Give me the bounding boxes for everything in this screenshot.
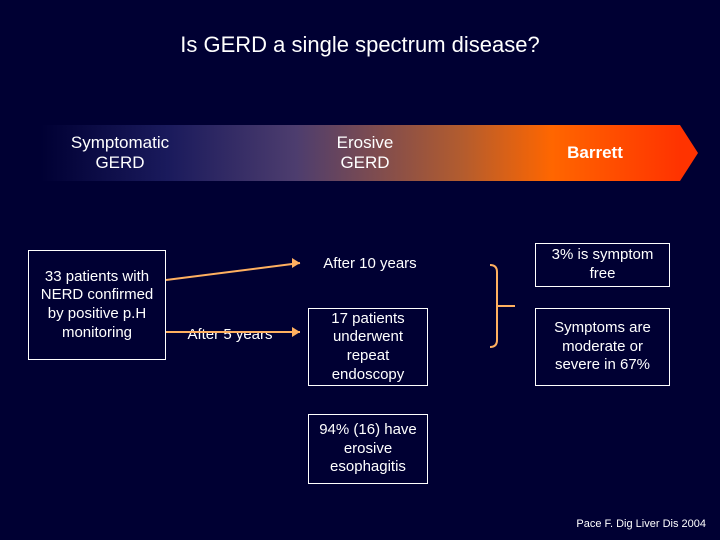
box-patients: 33 patients with NERD confirmed by posit… — [28, 250, 166, 360]
spectrum-label-erosive: Erosive GERD — [320, 133, 410, 174]
spectrum-arrowhead — [680, 125, 698, 181]
box-symptom-free: 3% is symptom free — [535, 243, 670, 287]
box-repeat-endoscopy: 17 patients underwent repeat endoscopy — [308, 308, 428, 386]
slide-title: Is GERD a single spectrum disease? — [0, 32, 720, 58]
box-erosive-esophagitis: 94% (16) have erosive esophagitis — [308, 414, 428, 484]
citation: Pace F. Dig Liver Dis 2004 — [576, 518, 706, 530]
spectrum-label-barrett: Barrett — [550, 143, 640, 163]
spectrum-label-symptomatic: Symptomatic GERD — [55, 133, 185, 174]
label-after-10-years: After 10 years — [300, 255, 440, 272]
label-after-5-years: After 5 years — [175, 326, 285, 343]
box-moderate-severe: Symptoms are moderate or severe in 67% — [535, 308, 670, 386]
